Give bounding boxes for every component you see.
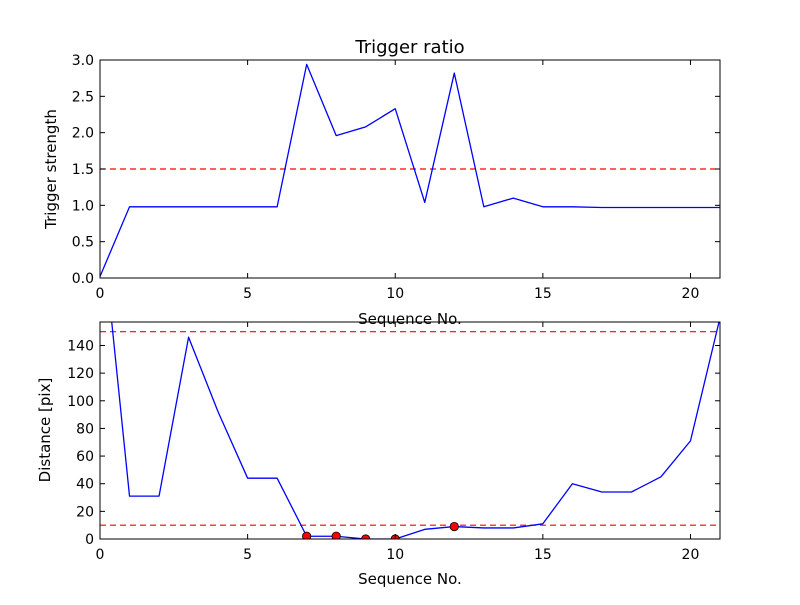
y-tick-label: 0 <box>85 532 94 548</box>
data-point-marker <box>302 531 312 539</box>
x-tick-label: 20 <box>682 286 700 302</box>
y-axis-label: Distance [pix] <box>36 378 54 483</box>
y-tick-label: 120 <box>67 366 94 382</box>
y-tick-label: 3.0 <box>72 53 94 69</box>
y-tick-label: 60 <box>76 449 94 465</box>
chart-title: Trigger ratio <box>354 37 464 58</box>
y-tick-label: 1.5 <box>72 162 94 178</box>
x-tick-label: 5 <box>243 286 252 302</box>
y-tick-label: 80 <box>76 421 94 437</box>
y-tick-label: 2.5 <box>72 89 94 105</box>
data-point-marker <box>331 531 341 539</box>
x-tick-label: 0 <box>96 286 105 302</box>
y-tick-label: 100 <box>67 394 94 410</box>
x-tick-label: 10 <box>386 286 404 302</box>
x-tick-label: 10 <box>386 547 404 563</box>
y-tick-label: 140 <box>67 338 94 354</box>
x-tick-label: 0 <box>96 547 105 563</box>
y-tick-label: 2.0 <box>72 126 94 142</box>
y-tick-label: 20 <box>76 504 94 520</box>
y-tick-label: 1.0 <box>72 198 94 214</box>
x-tick-label: 15 <box>534 286 552 302</box>
x-axis-label: Sequence No. <box>358 310 462 328</box>
x-axis-label: Sequence No. <box>358 570 462 588</box>
x-tick-label: 20 <box>682 547 700 563</box>
data-point-marker <box>449 521 459 532</box>
y-tick-label: 0.0 <box>72 271 94 287</box>
x-tick-label: 15 <box>534 547 552 563</box>
y-axis-label: Trigger strength <box>42 109 60 230</box>
x-tick-label: 5 <box>243 547 252 563</box>
plot-frame <box>99 321 721 540</box>
trigger-ratio-panel: Trigger ratio 0 5 10 15 20 0.0 0.5 1.0 1.5 2.0 2.5… <box>42 37 721 328</box>
y-tick-label: 40 <box>76 477 94 493</box>
series-line-0 <box>100 63 720 277</box>
y-tick-label: 0.5 <box>72 235 94 251</box>
series-line-0 <box>111 322 720 539</box>
